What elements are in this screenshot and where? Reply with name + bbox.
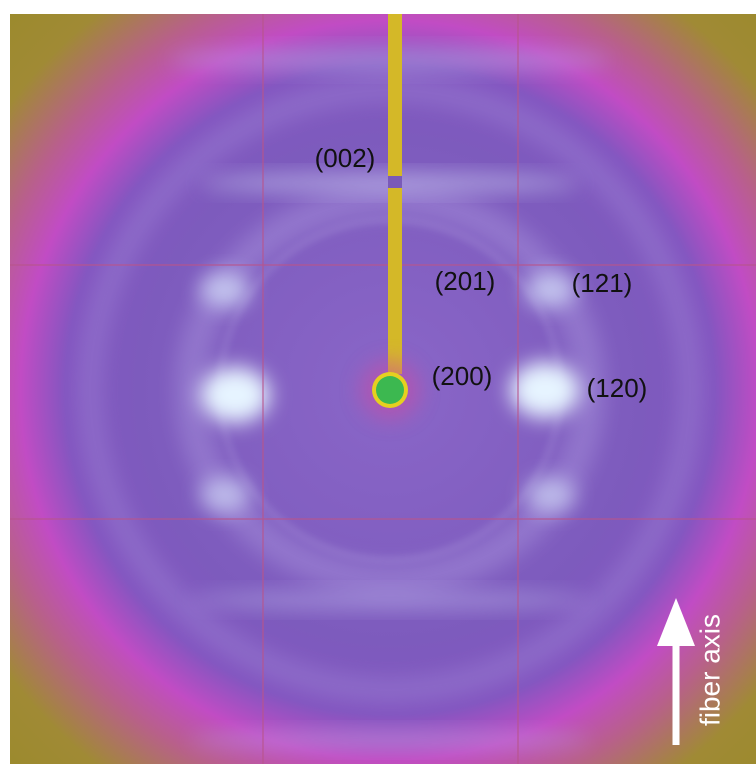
label: (121) [572, 268, 633, 298]
beam-stop [388, 14, 402, 374]
label: (200) [432, 361, 493, 391]
label: (120) [587, 373, 648, 403]
axis-label: fiber axis [694, 614, 725, 726]
diffraction-pattern: (002) (201) (121) (200) (120) fiber axis [0, 0, 756, 764]
label: (002) [315, 143, 376, 173]
label: (201) [435, 266, 496, 296]
